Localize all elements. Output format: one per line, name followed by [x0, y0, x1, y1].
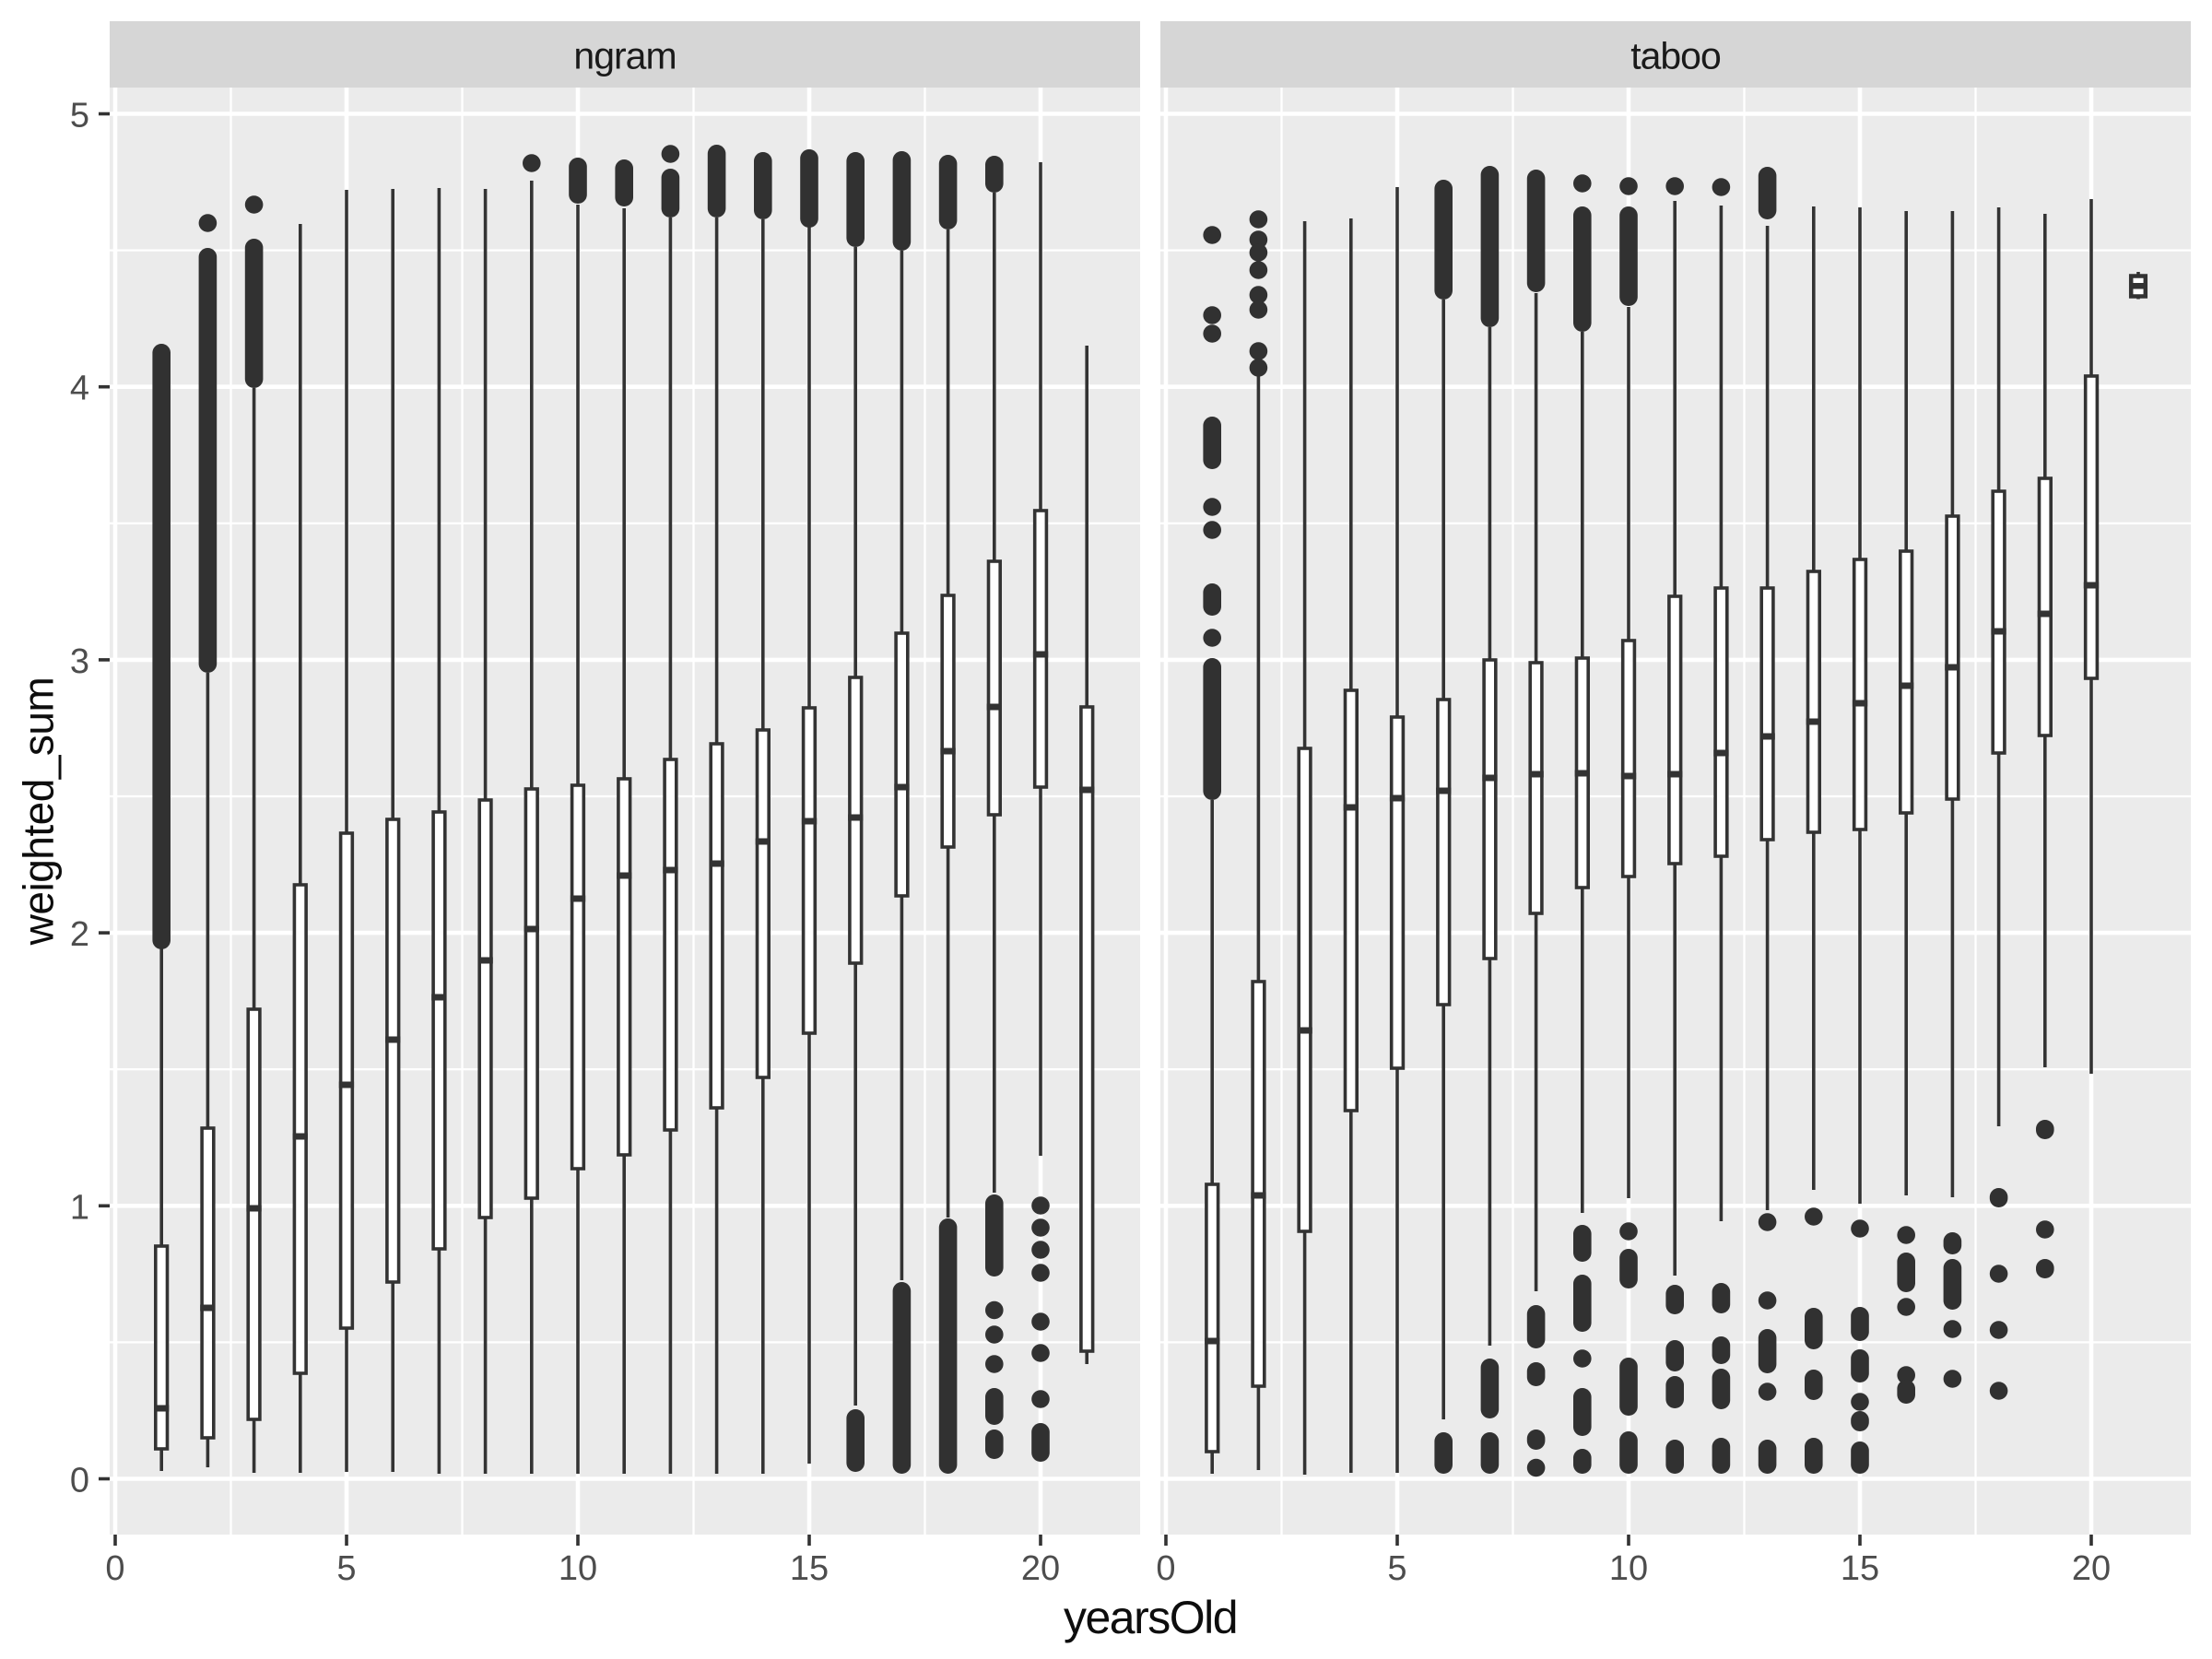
svg-text:taboo: taboo	[1630, 35, 1721, 77]
svg-text:1: 1	[70, 1188, 89, 1227]
svg-text:20: 20	[1021, 1549, 1060, 1588]
svg-text:ngram: ngram	[573, 35, 676, 77]
svg-text:4: 4	[70, 370, 89, 408]
svg-text:5: 5	[1387, 1549, 1406, 1588]
svg-text:2: 2	[70, 915, 89, 954]
svg-text:yearsOld: yearsOld	[1064, 1592, 1237, 1643]
svg-text:15: 15	[1841, 1549, 1879, 1588]
svg-text:10: 10	[559, 1549, 597, 1588]
svg-text:3: 3	[70, 642, 89, 681]
svg-text:10: 10	[1609, 1549, 1648, 1588]
svg-text:20: 20	[2072, 1549, 2111, 1588]
svg-text:0: 0	[1156, 1549, 1175, 1588]
svg-text:15: 15	[790, 1549, 829, 1588]
svg-text:0: 0	[70, 1462, 89, 1500]
svg-text:weighted_sum: weighted_sum	[15, 677, 63, 947]
svg-text:0: 0	[105, 1549, 124, 1588]
svg-text:5: 5	[336, 1549, 356, 1588]
svg-text:5: 5	[70, 97, 89, 135]
